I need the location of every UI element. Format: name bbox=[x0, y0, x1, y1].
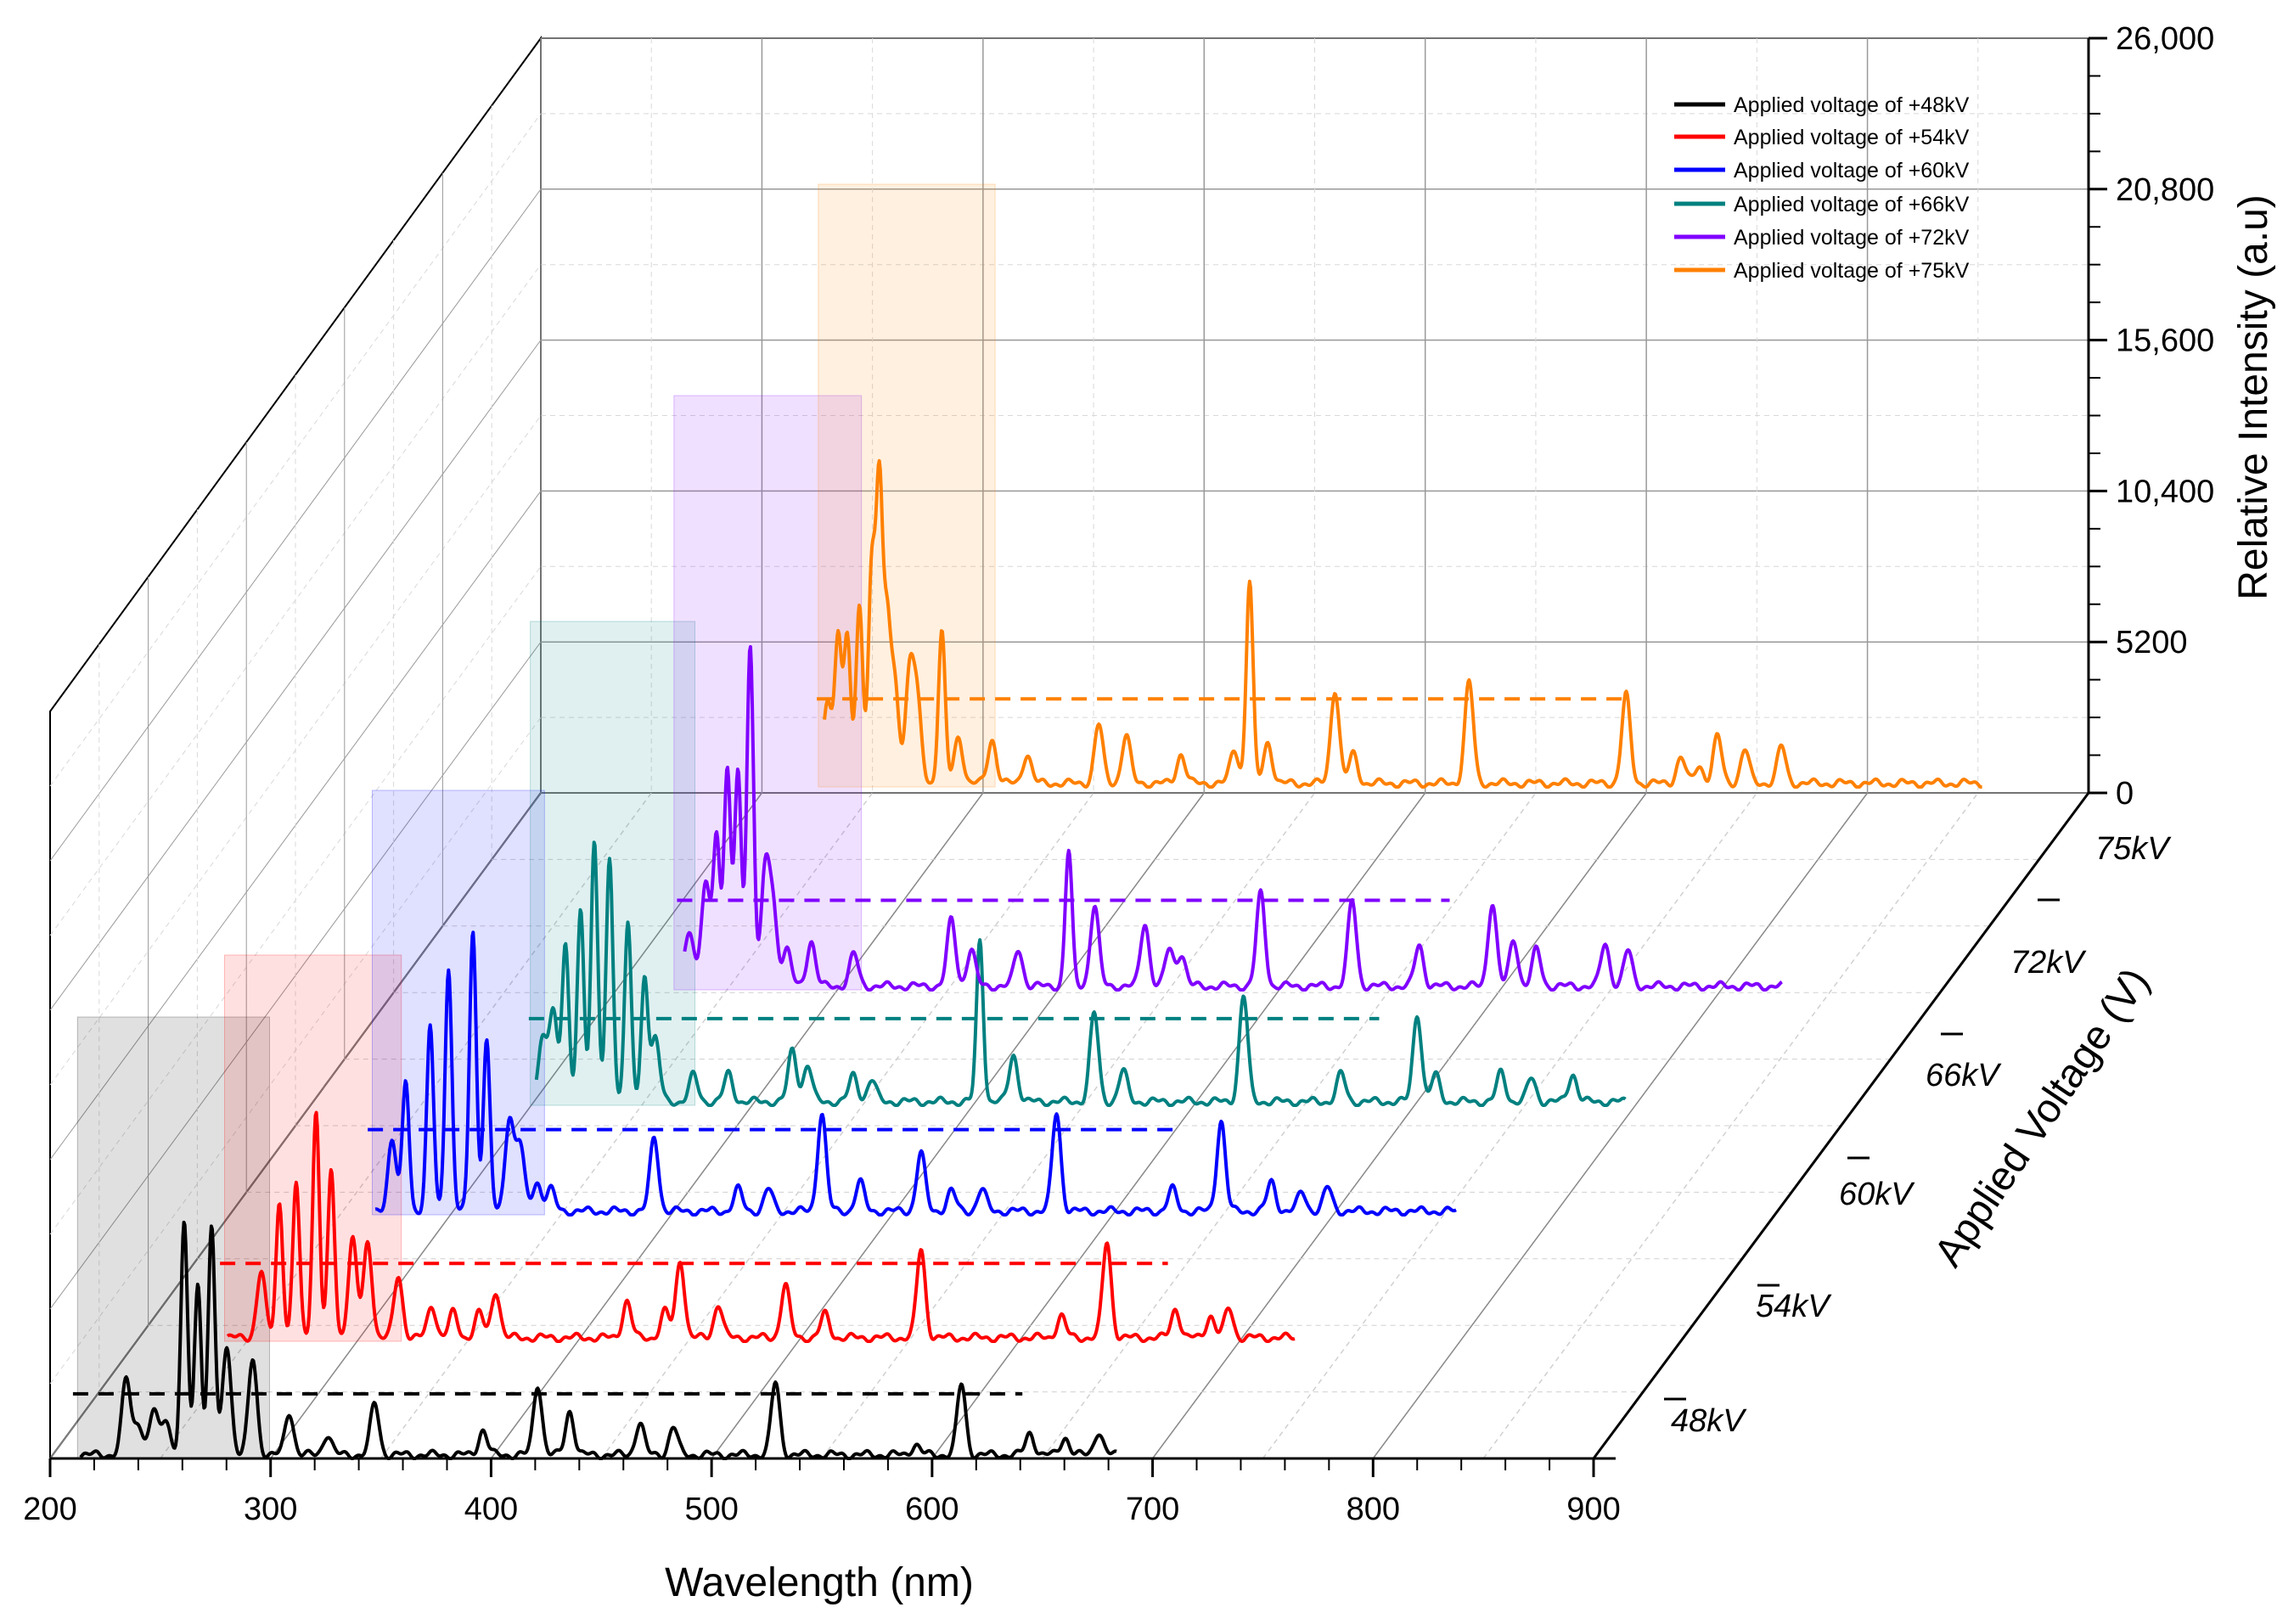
voltage-label-48kV: 48kV bbox=[1671, 1403, 1747, 1439]
x-tick-label: 300 bbox=[244, 1492, 297, 1527]
grid-layer bbox=[49, 35, 2089, 1462]
legend-label-72kv: Applied voltage of +72kV bbox=[1734, 226, 1970, 250]
x-axis-title: Wavelength (nm) bbox=[665, 1560, 974, 1605]
x-tick-label: 400 bbox=[464, 1492, 518, 1527]
z-tick-label: 26,000 bbox=[2116, 21, 2214, 57]
floor-grid-line bbox=[711, 792, 1205, 1459]
voltage-label-66kV: 66kV bbox=[1926, 1058, 2002, 1093]
axis-layer: 200 300 400 500 600 700 800 900 0 5200 10,400 15,60… bbox=[23, 21, 2214, 1527]
x-tick-label: 200 bbox=[23, 1492, 76, 1527]
legend-label-75kv: Applied voltage of +75kV bbox=[1734, 259, 1970, 283]
legend-label-66kv: Applied voltage of +66kV bbox=[1734, 193, 1970, 216]
legend: Applied voltage of +48kV Applied voltage… bbox=[1674, 93, 1970, 283]
series-line-66kV bbox=[534, 840, 1627, 1107]
legend-label-48kv: Applied voltage of +48kV bbox=[1734, 93, 1970, 117]
x-tick-label: 600 bbox=[905, 1492, 959, 1527]
voltage-label-75kV: 75kV bbox=[2095, 831, 2172, 867]
legend-label-60kv: Applied voltage of +60kV bbox=[1734, 159, 1970, 183]
x-tick-label: 800 bbox=[1347, 1492, 1400, 1527]
z-axis-title: Relative Intensity (a.u) bbox=[2231, 194, 2276, 600]
floor-grid-line bbox=[270, 792, 763, 1459]
z-tick-label: 15,600 bbox=[2116, 323, 2214, 359]
floor-grid-line bbox=[160, 792, 652, 1459]
z-tick-label: 5200 bbox=[2116, 625, 2188, 660]
floor-grid-line bbox=[931, 792, 1426, 1459]
floor-grid-line bbox=[1372, 792, 1869, 1459]
legend-label-54kv: Applied voltage of +54kV bbox=[1734, 126, 1970, 149]
shaded-region-66kV bbox=[530, 621, 696, 1106]
side-grid-line bbox=[49, 113, 542, 787]
voltage-label-60kV: 60kV bbox=[1839, 1177, 1915, 1212]
x-tick-label: 500 bbox=[684, 1492, 738, 1527]
floor-grid-line bbox=[1482, 792, 1979, 1459]
z-tick-label: 10,400 bbox=[2116, 474, 2214, 509]
z-tick-label: 20,800 bbox=[2116, 172, 2214, 208]
shaded-region-60kV bbox=[372, 790, 545, 1216]
shaded-region-48kV bbox=[76, 1016, 270, 1459]
series-line-60kV bbox=[374, 930, 1457, 1217]
series-line-54kV bbox=[226, 1110, 1296, 1343]
floor-grid-line bbox=[821, 792, 1316, 1459]
voltage-label-72kV: 72kV bbox=[2010, 945, 2087, 981]
series-line-75kV bbox=[823, 458, 1983, 789]
y-axis-title: Applied Voltage (V) bbox=[1926, 960, 2158, 1274]
x-tick-label: 900 bbox=[1566, 1492, 1620, 1527]
voltage-label-54kV: 54kV bbox=[1756, 1289, 1832, 1324]
series-line-72kV bbox=[683, 644, 1783, 992]
series-layer bbox=[72, 458, 1983, 1460]
y-axis-line bbox=[1592, 792, 2090, 1459]
x-tick-label: 700 bbox=[1126, 1492, 1179, 1527]
z-tick-label: 0 bbox=[2116, 776, 2134, 812]
